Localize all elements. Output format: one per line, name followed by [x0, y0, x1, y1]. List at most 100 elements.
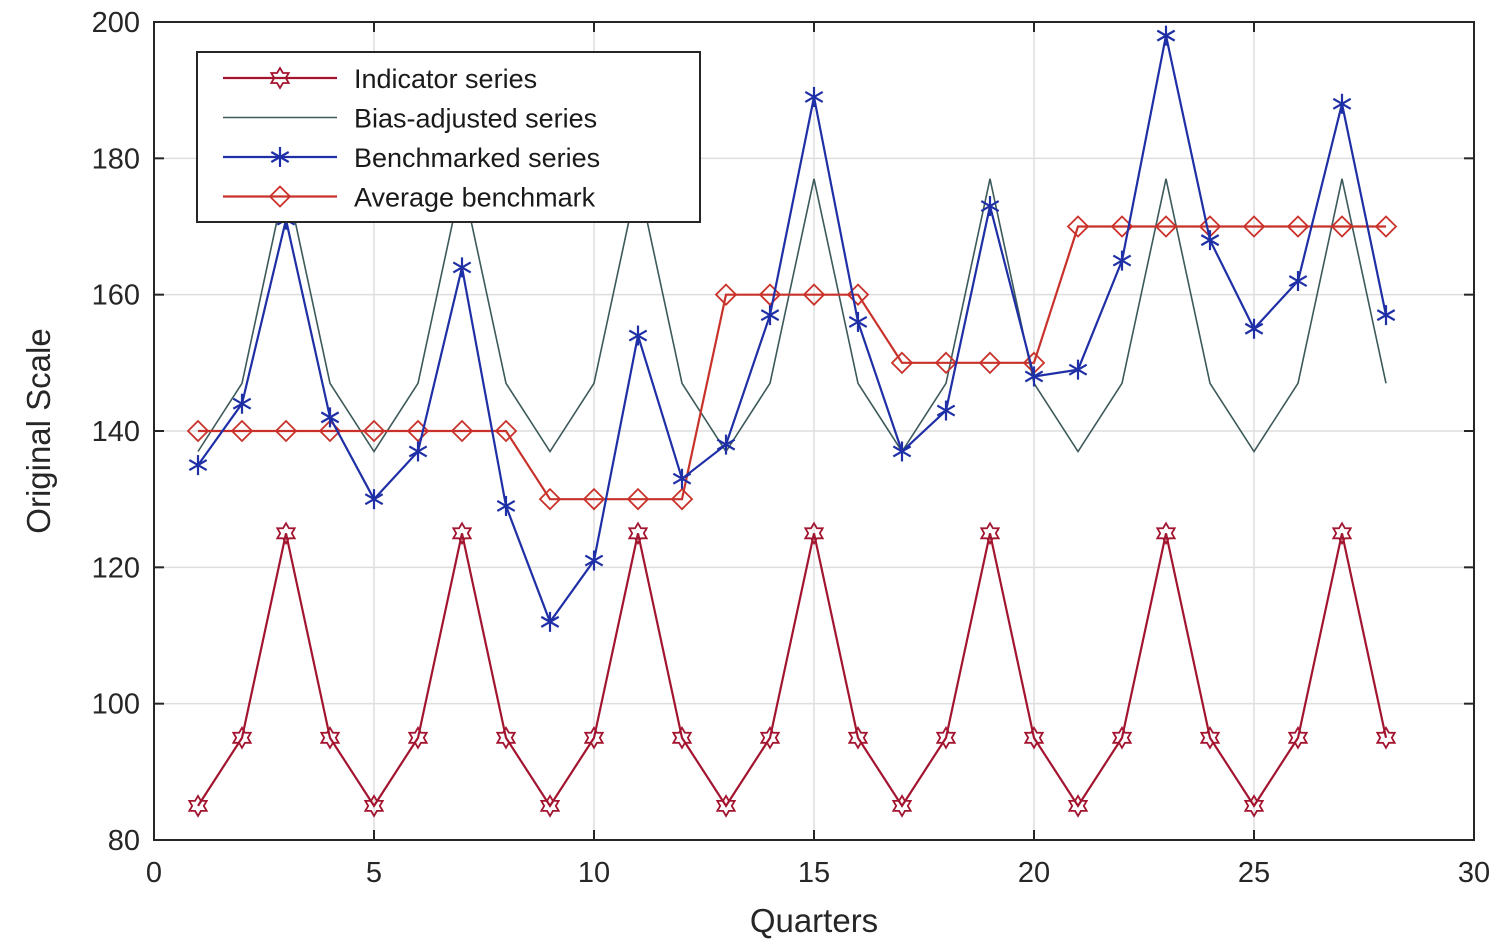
y-tick-label: 100: [92, 689, 140, 721]
data-point-3-18: [978, 351, 1002, 375]
asterisk-stroke: [496, 500, 516, 512]
data-point-2-24: [1244, 318, 1264, 339]
data-point-2-11: [672, 468, 692, 489]
data-point-2-25: [1288, 271, 1308, 292]
x-tick-label: 20: [1018, 857, 1050, 889]
x-tick-label: 15: [798, 857, 830, 889]
data-point-0-27: [1375, 726, 1397, 750]
legend-marker-3: [268, 185, 292, 208]
series-2: [188, 25, 1396, 632]
data-point-0-24: [1243, 794, 1265, 818]
data-point-0-1: [231, 726, 253, 750]
data-point-0-11: [671, 726, 693, 750]
data-point-2-5: [408, 441, 428, 462]
data-point-3-25: [1286, 215, 1310, 238]
data-point-2-4: [364, 489, 384, 510]
data-point-0-10: [627, 521, 649, 546]
data-point-3-20: [1066, 215, 1090, 238]
data-point-0-23: [1199, 726, 1221, 750]
data-point-0-26: [1331, 521, 1353, 546]
data-point-2-18: [980, 196, 1000, 217]
data-point-2-9: [584, 550, 604, 571]
y-tick-label: 80: [108, 825, 140, 857]
asterisk-stroke: [1200, 234, 1220, 247]
asterisk-stroke: [1332, 97, 1352, 110]
asterisk-stroke: [1112, 254, 1132, 267]
y-axis-ticks: 80 100 120 140 160 180 200: [92, 7, 1474, 857]
asterisk-stroke: [760, 309, 780, 322]
data-point-2-0: [188, 455, 208, 476]
series-line-2: [197, 35, 1388, 625]
asterisk-stroke: [232, 397, 252, 410]
asterisk-stroke: [584, 554, 604, 567]
asterisk-stroke: [936, 404, 956, 417]
data-point-0-15: [847, 726, 869, 750]
data-point-2-19: [1024, 366, 1044, 387]
data-point-3-1: [230, 419, 254, 443]
data-point-2-26: [1332, 93, 1352, 114]
legend-marker-0: [269, 66, 291, 90]
data-point-3-4: [362, 419, 386, 443]
data-point-0-3: [319, 726, 341, 750]
data-point-3-6: [450, 419, 474, 443]
series-line-1: [197, 178, 1387, 453]
asterisk-stroke: [892, 445, 912, 458]
asterisk-stroke: [1244, 322, 1264, 335]
asterisk-stroke: [1024, 370, 1044, 383]
legend-label-0: Indicator series: [354, 64, 537, 94]
asterisk-stroke: [1288, 275, 1308, 287]
x-tick-label: 25: [1238, 857, 1270, 889]
data-point-3-9: [582, 487, 606, 511]
data-point-3-14: [802, 283, 826, 306]
legend: Indicator series Bias-adjusted series Benc…: [196, 51, 701, 223]
asterisk-stroke: [270, 151, 290, 163]
y-tick-label: 140: [92, 416, 140, 448]
data-point-2-17: [936, 400, 956, 421]
asterisk-stroke: [540, 615, 560, 628]
data-point-3-16: [890, 351, 914, 375]
data-point-2-27: [1376, 305, 1396, 326]
data-point-2-20: [1068, 359, 1088, 380]
series-line-0: [197, 533, 1388, 808]
asterisk-stroke: [628, 329, 648, 342]
data-point-0-20: [1067, 794, 1089, 818]
legend-marker-2: [270, 147, 290, 167]
data-point-2-10: [628, 325, 648, 346]
asterisk-stroke: [672, 472, 692, 485]
x-axis-ticks: 0 5 10 15 20 25 30: [146, 22, 1490, 889]
data-point-3-24: [1242, 215, 1266, 238]
asterisk-stroke: [188, 459, 208, 472]
data-point-0-22: [1155, 521, 1177, 546]
data-point-0-2: [275, 521, 297, 546]
data-point-3-2: [274, 419, 298, 443]
series-0: [187, 521, 1397, 818]
y-tick-label: 180: [92, 143, 140, 175]
asterisk-stroke: [452, 261, 472, 274]
data-point-3-17: [934, 351, 958, 375]
asterisk-stroke: [1156, 29, 1176, 42]
data-point-3-27: [1374, 215, 1398, 238]
data-point-0-14: [803, 521, 825, 546]
legend-label-1: Bias-adjusted series: [354, 104, 597, 134]
data-point-2-1: [232, 393, 252, 414]
data-point-3-0: [186, 419, 210, 443]
asterisk-stroke: [804, 91, 824, 103]
data-point-2-3: [320, 407, 340, 428]
y-axis-label: Original Scale: [20, 328, 57, 533]
data-point-3-11: [670, 487, 694, 511]
data-point-3-12: [714, 283, 738, 306]
series-line-3: [198, 225, 1386, 501]
data-point-0-13: [759, 726, 781, 750]
legend-label-3: Average benchmark: [354, 183, 596, 213]
legend-box: [196, 51, 701, 223]
data-point-2-23: [1200, 230, 1220, 251]
data-point-3-26: [1330, 215, 1354, 238]
x-tick-label: 5: [366, 857, 382, 889]
data-point-0-7: [495, 726, 517, 750]
data-point-2-7: [496, 495, 516, 516]
data-point-3-22: [1154, 215, 1178, 238]
x-tick-label: 10: [578, 857, 610, 889]
x-tick-label: 30: [1458, 857, 1490, 889]
x-axis-label: Quarters: [750, 902, 878, 939]
data-point-2-15: [848, 311, 868, 332]
